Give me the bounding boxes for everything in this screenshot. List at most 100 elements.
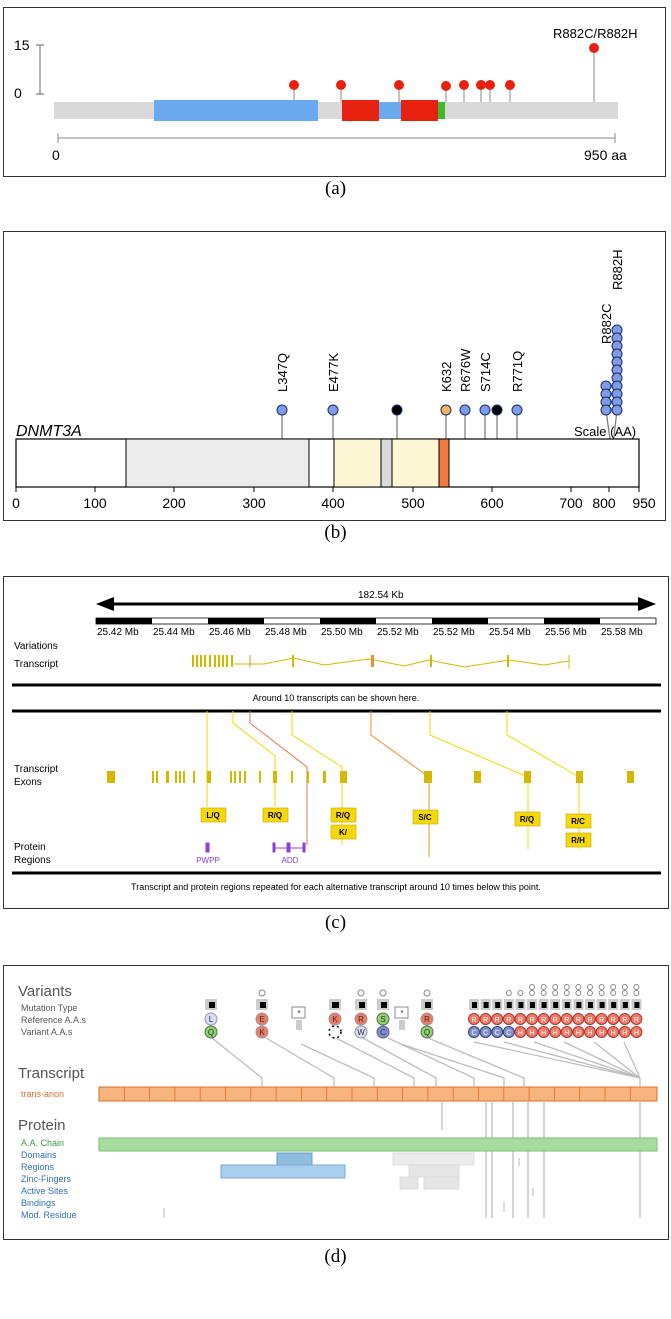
row-mutation-type: Mutation Type: [21, 1003, 77, 1013]
gene-name: DNMT3A: [16, 423, 82, 440]
svg-text:Regions: Regions: [21, 1162, 55, 1172]
track-variations: Variations: [14, 641, 58, 652]
panel-a-lollipop: 15 0: [3, 7, 666, 177]
svg-text:C: C: [483, 1030, 488, 1037]
svg-text:C: C: [506, 1030, 511, 1037]
hotspot-label: R882C/R882H: [553, 26, 638, 41]
svg-text:25.44 Mb: 25.44 Mb: [153, 627, 195, 638]
svg-text:25.48 Mb: 25.48 Mb: [265, 627, 307, 638]
domain-red-1: [342, 100, 379, 121]
r882-column: RC: [468, 999, 480, 1038]
transcript-bar-segments: [123, 1087, 631, 1101]
track-exons-1: Transcript: [14, 764, 58, 775]
svg-text:C: C: [380, 1028, 386, 1037]
label-r676w: R676W: [458, 348, 473, 392]
svg-text:Q: Q: [424, 1028, 430, 1037]
variant-boxes: [200, 807, 592, 848]
svg-text:R: R: [564, 1017, 569, 1024]
svg-text:H: H: [553, 1030, 558, 1037]
svg-text:25.42 Mb: 25.42 Mb: [97, 627, 139, 638]
svg-text:H: H: [518, 1030, 523, 1037]
note-transcripts: Around 10 transcripts can be shown here.: [253, 693, 420, 703]
y-label-bottom: 0: [14, 85, 22, 101]
svg-text:R: R: [424, 1015, 430, 1024]
caption-c: (c): [324, 912, 347, 933]
label-s714c: S714C: [478, 352, 493, 392]
label-r882c: R882C: [599, 304, 614, 344]
svg-text:H: H: [599, 1030, 604, 1037]
svg-text:R: R: [634, 1017, 639, 1024]
variant-icons-single: [204, 989, 434, 1039]
r882-column: RH: [537, 984, 550, 1038]
panel-c-svg: 182.54 Kb 25.42 Mb 25.44 Mb 25.46 Mb 25.…: [12, 590, 661, 892]
svg-text:W: W: [357, 1028, 365, 1037]
svg-text:0: 0: [12, 495, 20, 511]
transcript-title: Transcript: [18, 1065, 85, 1082]
track-protein-2: Regions: [14, 855, 51, 866]
panel-d-variant-viewer: Variants Mutation Type Reference A.A.s V…: [3, 965, 669, 1240]
svg-text:H: H: [611, 1030, 616, 1037]
svg-text:R: R: [576, 1017, 581, 1024]
panel-b-lollipop: L347Q E477K K632 R676W S714C R771Q R882C…: [3, 231, 666, 521]
r882-column: RC: [479, 999, 492, 1038]
svg-text:H: H: [541, 1030, 546, 1037]
svg-text:25.56 Mb: 25.56 Mb: [545, 627, 587, 638]
mutation-labels: L347Q E477K K632 R676W S714C R771Q R882C…: [275, 250, 625, 392]
d-connectors: [211, 1037, 641, 1218]
axis-ticks-b: [15, 487, 640, 492]
svg-text:R: R: [506, 1017, 511, 1024]
caption-a: (a): [324, 178, 347, 199]
note-repeat: Transcript and protein regions repeated …: [131, 882, 541, 892]
label-e477k: E477K: [326, 353, 341, 392]
gene-outline: [15, 438, 640, 488]
svg-text:Bindings: Bindings: [21, 1198, 56, 1208]
svg-text:200: 200: [162, 495, 186, 511]
r882-column: RH: [572, 984, 585, 1038]
svg-text:800: 800: [592, 495, 616, 511]
svg-text:Q: Q: [208, 1028, 214, 1037]
lollipop-heads: [289, 43, 599, 91]
panel-b-svg: L347Q E477K K632 R676W S714C R771Q R882C…: [12, 250, 656, 511]
caption-d: (d): [324, 1246, 347, 1267]
zinc-finger-1: [399, 1176, 419, 1190]
svg-text:R: R: [599, 1017, 604, 1024]
r882-column: RH: [607, 984, 620, 1038]
svg-text:S: S: [380, 1015, 385, 1024]
svg-text:R: R: [483, 1017, 488, 1024]
r882-column: RC: [491, 999, 504, 1038]
r882-column: RH: [514, 990, 527, 1038]
svg-text:E: E: [259, 1015, 264, 1024]
svg-text:R/C: R/C: [571, 817, 585, 826]
r882-column: RC: [502, 990, 515, 1038]
svg-text:L: L: [209, 1015, 214, 1024]
region-add: ADD: [282, 856, 299, 865]
r882-column: RH: [560, 984, 573, 1038]
variant-connectors: [206, 711, 580, 857]
svg-text:Active Sites: Active Sites: [21, 1186, 69, 1196]
svg-text:25.54 Mb: 25.54 Mb: [489, 627, 531, 638]
svg-text:700: 700: [559, 495, 583, 511]
protein-title: Protein: [18, 1117, 66, 1134]
svg-text:H: H: [564, 1030, 569, 1037]
caption-b: (b): [324, 522, 347, 543]
svg-text:25.58 Mb: 25.58 Mb: [601, 627, 643, 638]
y-label-top: 15: [14, 37, 30, 53]
row-variant: Variant A.A.s: [21, 1027, 73, 1037]
ruler-labels: 25.42 Mb 25.44 Mb 25.46 Mb 25.48 Mb 25.5…: [97, 627, 643, 638]
transcript-exons-top: [192, 655, 509, 667]
domain-block: [276, 1152, 313, 1166]
svg-text:25.50 Mb: 25.50 Mb: [321, 627, 363, 638]
svg-text:R/Q: R/Q: [520, 815, 534, 824]
svg-text:R: R: [611, 1017, 616, 1024]
svg-text:C: C: [471, 1030, 476, 1037]
aa-chain-bar: [98, 1137, 658, 1152]
svg-text:R: R: [495, 1017, 500, 1024]
svg-text:H: H: [587, 1030, 592, 1037]
svg-text:H: H: [622, 1030, 627, 1037]
region-pwpp: PWPP: [196, 856, 220, 865]
zinc-finger-2: [423, 1176, 460, 1190]
label-l347q: L347Q: [275, 353, 290, 392]
label-k632: K632: [439, 362, 454, 392]
svg-text:500: 500: [401, 495, 425, 511]
